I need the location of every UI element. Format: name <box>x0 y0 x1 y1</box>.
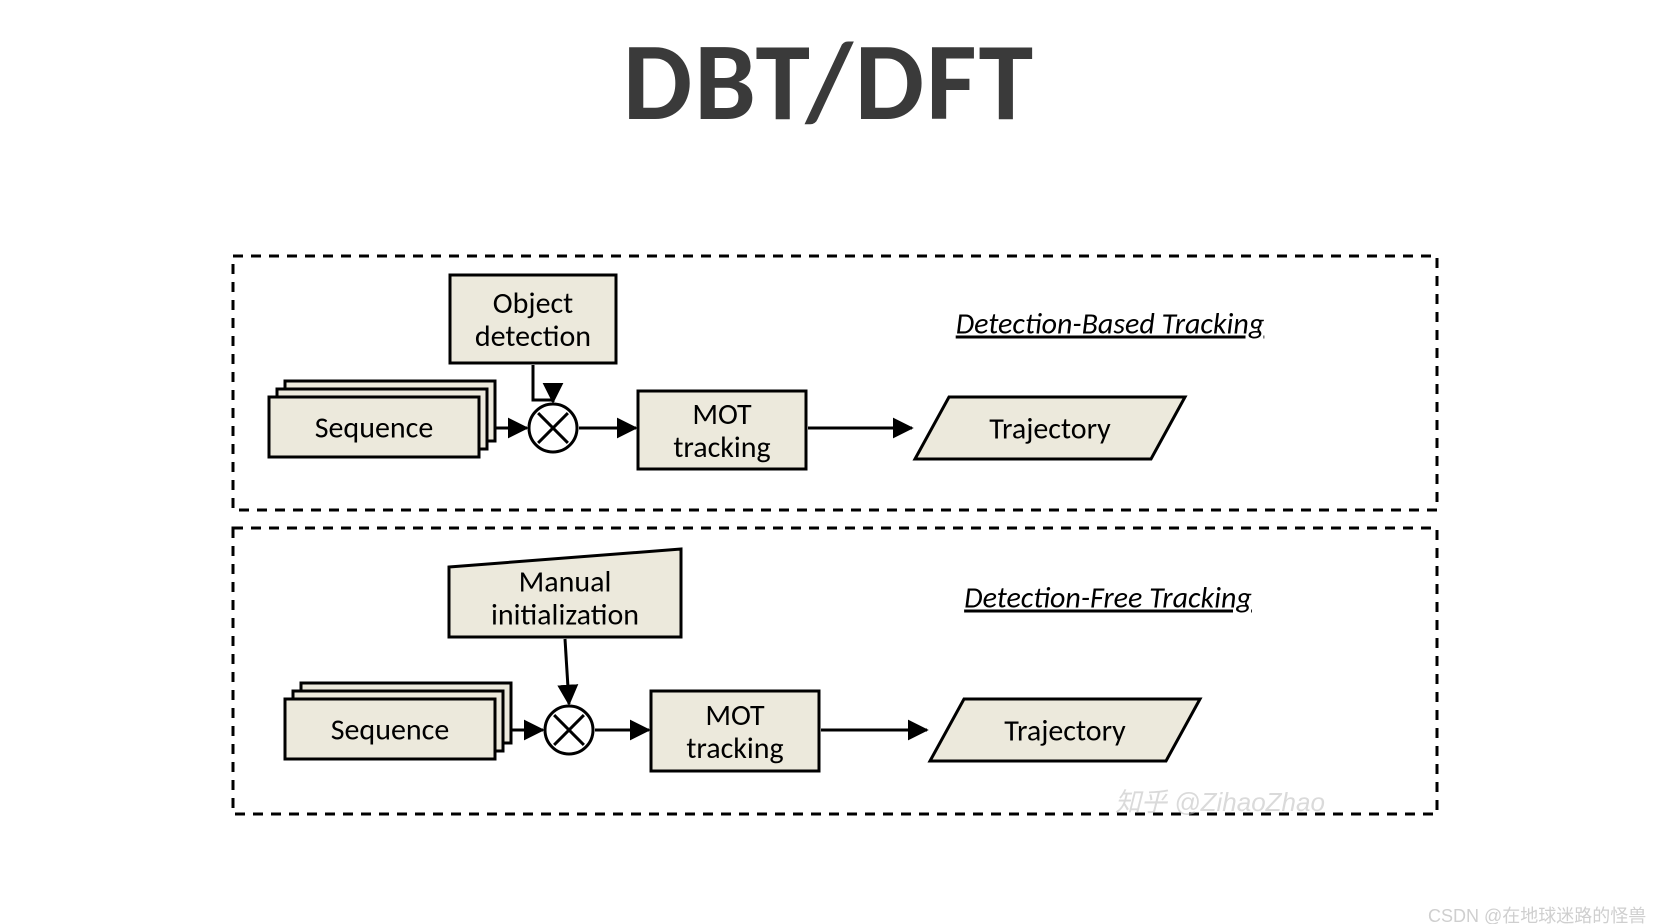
watermark-zhihu: 知乎 @ZihaoZhao <box>1115 782 1325 819</box>
watermark-csdn: CSDN @在地球迷路的怪兽 <box>1428 902 1646 924</box>
panel-dft <box>233 528 1437 814</box>
edge-objdet-merge1 <box>533 365 553 402</box>
caption-dft: Detection-Free Tracking <box>964 580 1252 617</box>
svg-text:Sequence: Sequence <box>331 712 450 749</box>
svg-text:Trajectory: Trajectory <box>989 411 1111 448</box>
svg-text:Sequence: Sequence <box>315 410 434 447</box>
caption-dbt: Detection-Based Tracking <box>956 306 1265 343</box>
flowchart-canvas: Detection-Based TrackingSequenceObjectde… <box>0 0 1658 924</box>
edge-maninit-merge2 <box>565 639 569 704</box>
svg-text:Trajectory: Trajectory <box>1004 713 1126 750</box>
